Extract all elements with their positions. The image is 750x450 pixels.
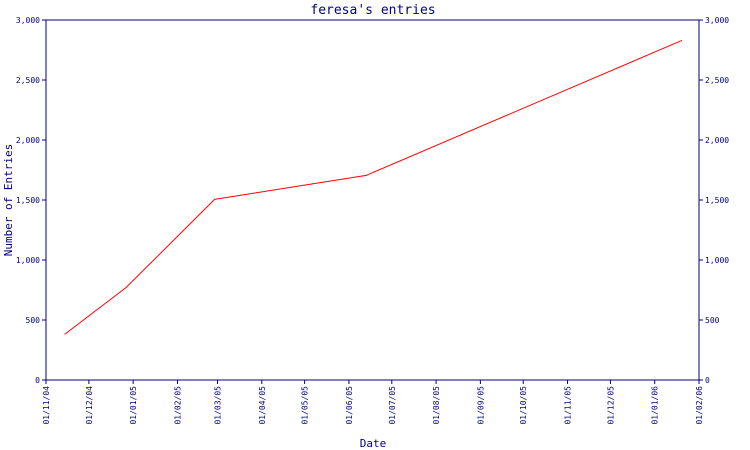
x-axis-label: Date [360,437,387,450]
y-tick-label-left: 2,000 [16,136,40,145]
x-tick-label: 01/03/05 [213,386,222,425]
chart-title: feresa's entries [310,3,435,18]
y-tick-label-left: 1,000 [16,256,40,265]
x-tick-label: 01/06/05 [345,386,354,425]
y-tick-label-left: 1,500 [16,196,40,205]
x-tick-label: 01/07/05 [388,386,397,425]
x-tick-label: 01/08/05 [432,386,441,425]
x-tick-label: 01/11/05 [564,386,573,425]
y-tick-label-right: 1,500 [705,196,729,205]
x-tick-label: 01/01/06 [651,386,660,425]
y-tick-label-left: 2,500 [16,76,40,85]
y-axis-left: 0 500 1,000 1,500 2,000 2,500 3,000 [16,16,46,385]
x-tick-label: 01/10/05 [519,386,528,425]
x-tick-label: 01/12/05 [606,386,615,425]
y-tick-label-right: 0 [705,376,710,385]
series-line [64,39,683,335]
x-tick-label: 01/11/04 [42,386,51,425]
y-tick-label-left: 500 [26,316,41,325]
y-tick-label-right: 2,000 [705,136,729,145]
x-tick-label: 01/02/05 [173,386,182,425]
y-tick-label-right: 3,000 [705,16,729,25]
y-tick-label-right: 500 [705,316,720,325]
x-tick-label: 01/02/06 [695,386,704,425]
y-tick-label-right: 1,000 [705,256,729,265]
series-layer [64,39,683,335]
x-axis: 01/11/04 01/12/04 01/01/05 01/02/05 01/03/05… [42,380,704,425]
y-axis-label: Number of Entries [2,144,15,257]
x-tick-label: 01/05/05 [301,386,310,425]
y-tick-label-right: 2,500 [705,76,729,85]
y-axis-right: 0 500 1,000 1,500 2,000 2,500 3,000 [699,16,729,385]
y-tick-label-left: 0 [35,376,40,385]
y-tick-label-left: 3,000 [16,16,40,25]
x-tick-label: 01/01/05 [129,386,138,425]
x-tick-label: 01/09/05 [476,386,485,425]
x-tick-label: 01/12/04 [85,386,94,425]
x-tick-label: 01/04/05 [258,386,267,425]
